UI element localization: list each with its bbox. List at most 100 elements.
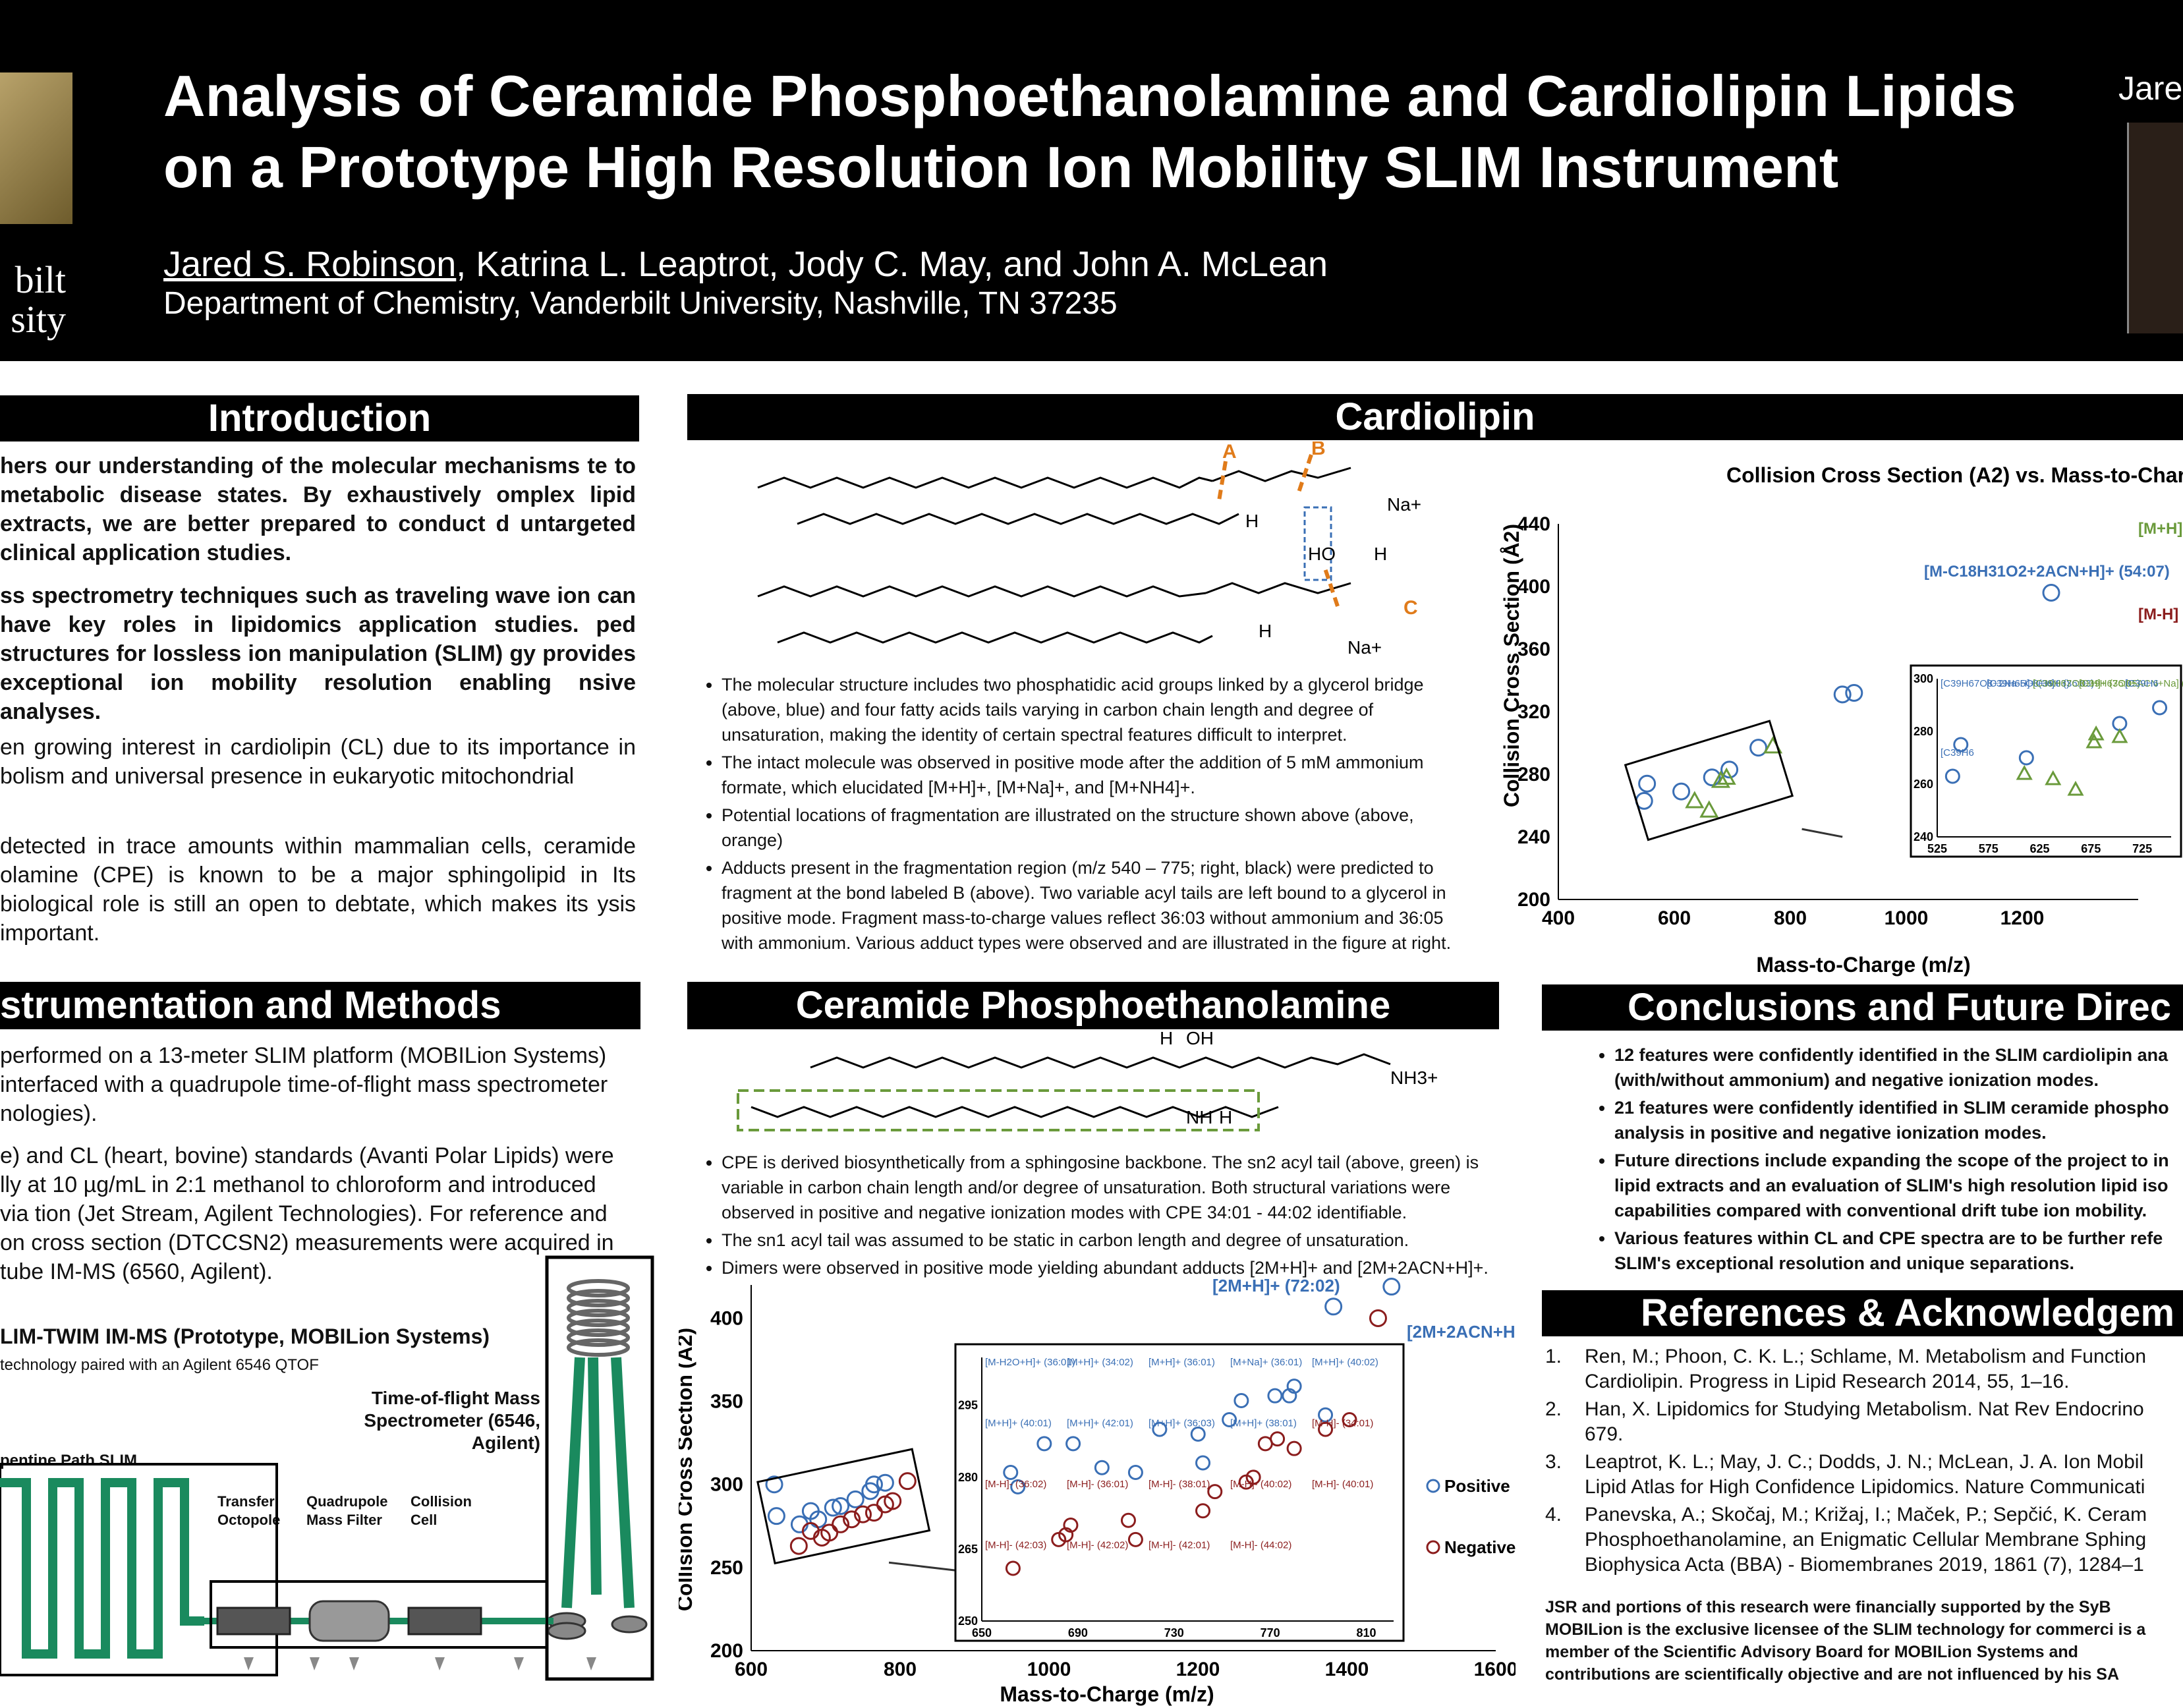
acknowledgements: JSR and portions of this research were f…: [1545, 1598, 2146, 1684]
inset-annotation: [M-H]- (36:02): [985, 1479, 1046, 1490]
collision-cell: [407, 1607, 482, 1636]
data-point: [1638, 774, 1657, 793]
reference-number: 3.: [1545, 1451, 1562, 1473]
inset-annotation: [M+H]+ (38:01): [1230, 1418, 1297, 1429]
inset-data-point: [1270, 1431, 1286, 1447]
acyl-chain-2: [797, 513, 1239, 525]
cpe-structure: H OH NH H NH3+: [737, 1028, 1438, 1131]
instrument-diagram: [0, 1255, 654, 1681]
inset-x-tick: 725: [2132, 842, 2152, 855]
data-point: [876, 1473, 894, 1492]
tof-housing: [545, 1255, 654, 1681]
cardiolipin-ccs-chart: Collision Cross Section (A2) vs. Mass-to…: [1500, 463, 2183, 977]
poster-title: Analysis of Ceramide Phosphoethanolamine…: [163, 61, 2074, 203]
inset-x-tick: 575: [1979, 842, 1999, 855]
collision-cell-label: Collision Cell: [411, 1493, 472, 1528]
inset-data-point: [1190, 1426, 1206, 1442]
presenter-photo: [2127, 123, 2183, 333]
title-line-1: Analysis of Ceramide Phosphoethanolamine…: [163, 63, 2016, 128]
sodium-label-1: Na+: [1387, 494, 1421, 515]
y-tick-label: 300: [710, 1474, 743, 1496]
data-point: [832, 1515, 850, 1533]
inset-annotation: [M-H2O+H]+ (36:01): [985, 1357, 1075, 1368]
quadrupole-mass-filter: [308, 1600, 390, 1642]
x-axis-label: Mass-to-Charge (m/z): [1000, 1682, 1214, 1706]
annotation-2m-2acn-h: [2M+2ACN+H]+ (72:02): [1407, 1322, 1516, 1342]
inset-y-tick: 250: [958, 1614, 978, 1628]
legend-positive-marker: [1426, 1479, 1440, 1493]
references-heading: References & Acknowledgem: [1542, 1290, 2183, 1336]
inset-y-tick: 240: [1914, 830, 1933, 843]
y-tick-label: 400: [1517, 576, 1550, 598]
inset-data-point: [2016, 764, 2033, 780]
cpe-ccs-chart: 600 800 1000 1200 1400 1600 200 250 300 350 400 65…: [679, 1276, 1516, 1706]
acyl-chain-1: [757, 476, 1213, 489]
inset-y-tick: 300: [1914, 672, 1933, 685]
data-point: [1711, 770, 1730, 788]
inset-data-point: [1010, 1479, 1026, 1494]
data-point: [1720, 760, 1739, 779]
cpe-bullet: The sn1 acyl tail was assumed to be stat…: [722, 1228, 1511, 1253]
data-point: [767, 1507, 785, 1525]
y-tick-label: 360: [1517, 639, 1550, 660]
y-axis-label: Collision Cross Section (Å2): [1500, 524, 1523, 807]
inset-frame: [954, 1343, 1405, 1642]
inset-annotation: [M-H]- (36:01): [1067, 1479, 1128, 1490]
x-tick-label: 1000: [1885, 907, 1929, 929]
slim-label: pentine Path SLIM: [0, 1452, 138, 1469]
inset-data-point: [2045, 770, 2062, 785]
data-point: [1845, 684, 1863, 702]
hydroxyl-label: HO: [1308, 544, 1336, 564]
cardiolipin-bullet: The intact molecule was observed in posi…: [722, 750, 1475, 800]
y-tick-label: 250: [710, 1557, 743, 1579]
cleavage-label-b: B: [1311, 441, 1326, 459]
inset-annotation: [M-H]- (42:02): [1067, 1540, 1128, 1551]
y-tick-label: 440: [1517, 513, 1550, 535]
data-point: [1685, 791, 1705, 809]
data-point: [1703, 768, 1721, 787]
inset-data-point: [1005, 1560, 1021, 1576]
inset-x-tick: 625: [2030, 842, 2050, 855]
glycerol-bridge-highlight: [1303, 506, 1332, 581]
inset-data-point: [1065, 1436, 1081, 1452]
y-tick-label: 200: [1517, 889, 1550, 911]
inset-data-point: [1267, 1388, 1283, 1404]
inset-data-point: [2111, 727, 2128, 743]
cardiolipin-structure: A B C Na+ Na+ HO H H H: [757, 441, 1421, 658]
annotation-2m-h: [2M+H]+ (72:02): [1212, 1276, 1340, 1295]
conclusions-bullets: 12 features were confidently identified …: [1542, 1042, 2183, 1278]
data-point: [898, 1472, 917, 1491]
cpe-oh-label: OH: [1186, 1028, 1214, 1048]
inset-y-tick: 280: [1914, 725, 1933, 738]
inset-x-tick: 810: [1357, 1626, 1376, 1639]
cpe-heading: Ceramide Phosphoethanolamine: [687, 982, 1499, 1029]
inset-data-point: [1063, 1518, 1079, 1533]
inset-data-point: [2087, 725, 2105, 741]
cpe-nh3-label: NH3+: [1390, 1068, 1438, 1088]
inset-annotation: [M-H]- (44:02): [1230, 1540, 1291, 1551]
poster-header: bilt sity Analysis of Ceramide Phosphoet…: [0, 0, 2183, 361]
department: Department of Chemistry, Vanderbilt Univ…: [163, 286, 1118, 321]
reference-item: 4. Panevska, A.; Skočaj, M.; Križaj, I.; …: [1545, 1502, 2183, 1578]
conclusions-heading: Conclusions and Future Direc: [1542, 984, 2183, 1031]
inset-annotation: [M+H]+ (36:01): [1148, 1357, 1215, 1368]
conclusion-bullet: Future directions include expanding the …: [1614, 1148, 2183, 1223]
transfer-octopole: [216, 1607, 291, 1636]
x-tick-label: 600: [735, 1659, 768, 1680]
acyl-chain-3: [757, 585, 1206, 598]
data-point: [2042, 584, 2060, 602]
methods-p2: e) and CL (heart, bovine) standards (Ava…: [0, 1143, 614, 1284]
inset-data-point: [1120, 1512, 1136, 1528]
reference-list: 1. Ren, M.; Phoon, C. K. L.; Schlame, M. …: [1545, 1344, 2183, 1578]
data-point: [1382, 1278, 1401, 1296]
fragmentation-markers: [1217, 454, 1340, 607]
legend-negative: Negative Mode: [1444, 1537, 1516, 1557]
inset-data-point: [1003, 1465, 1019, 1481]
h-label-2: H: [1374, 544, 1387, 564]
presenter-photo-caption: Jare: [2118, 70, 2183, 107]
sphingosine-chain: [810, 1053, 1391, 1069]
data-point: [765, 1475, 783, 1494]
x-axis-label: Mass-to-Charge (m/z): [1756, 953, 1970, 977]
data-point: [789, 1537, 808, 1555]
inset-annotation: [M+H]+ (40:01): [985, 1418, 1052, 1429]
